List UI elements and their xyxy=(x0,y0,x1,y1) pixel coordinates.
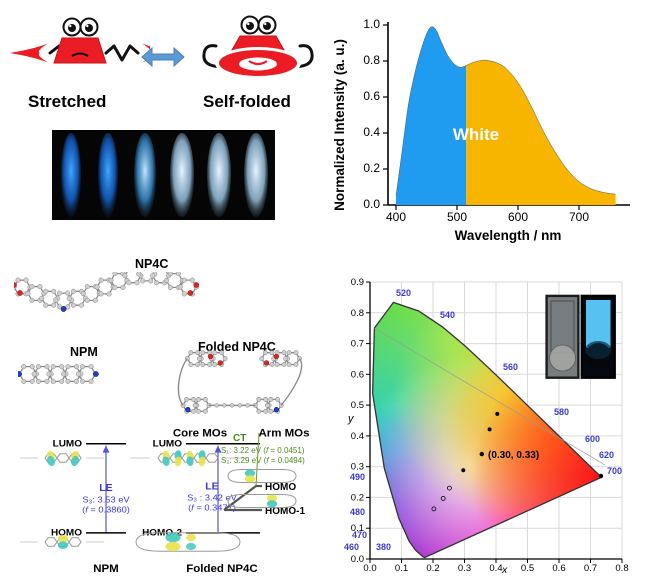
svg-text:600: 600 xyxy=(585,434,600,444)
svg-text:0.4: 0.4 xyxy=(363,125,380,139)
svg-text:0.6: 0.6 xyxy=(363,89,380,103)
svg-text:700: 700 xyxy=(607,466,622,476)
svg-text:S₂: 3.29 eV (f = 0.0494): S₂: 3.29 eV (f = 0.0494) xyxy=(221,456,305,465)
svg-text:0.4: 0.4 xyxy=(489,563,502,574)
svg-text:520: 520 xyxy=(396,288,411,298)
svg-text:400: 400 xyxy=(386,210,406,224)
svg-text:560: 560 xyxy=(503,362,518,372)
svg-text:0.2: 0.2 xyxy=(351,492,364,503)
svg-text:0.6: 0.6 xyxy=(552,563,565,574)
svg-text:580: 580 xyxy=(554,407,569,417)
svg-text:0.7: 0.7 xyxy=(351,339,364,350)
svg-text:Wavelength / nm: Wavelength / nm xyxy=(455,228,562,243)
svg-text:CT: CT xyxy=(233,433,246,444)
svg-text:540: 540 xyxy=(440,310,455,320)
svg-text:380: 380 xyxy=(376,542,391,552)
svg-text:600: 600 xyxy=(508,210,528,224)
svg-text:0.2: 0.2 xyxy=(363,161,380,175)
svg-text:1.0: 1.0 xyxy=(363,17,380,31)
svg-text:0.8: 0.8 xyxy=(351,308,364,319)
svg-text:0.0: 0.0 xyxy=(351,554,364,565)
svg-text:Normalized Intensity (a. u.): Normalized Intensity (a. u.) xyxy=(332,39,347,211)
svg-text:480: 480 xyxy=(350,507,365,517)
svg-text:x: x xyxy=(501,564,508,576)
svg-text:0.5: 0.5 xyxy=(521,563,534,574)
svg-text:500: 500 xyxy=(447,210,467,224)
svg-text:490: 490 xyxy=(350,472,365,482)
svg-text:y: y xyxy=(347,413,355,425)
svg-text:0.9: 0.9 xyxy=(351,277,364,288)
svg-text:620: 620 xyxy=(599,450,614,460)
svg-text:0.0: 0.0 xyxy=(363,563,376,574)
svg-text:0.0: 0.0 xyxy=(363,197,380,211)
svg-text:0.4: 0.4 xyxy=(351,431,364,442)
svg-text:0.7: 0.7 xyxy=(584,563,597,574)
svg-text:0.8: 0.8 xyxy=(363,53,380,67)
svg-text:0.8: 0.8 xyxy=(615,563,628,574)
svg-text:0.3: 0.3 xyxy=(458,563,471,574)
svg-text:0.6: 0.6 xyxy=(351,369,364,380)
svg-text:700: 700 xyxy=(569,210,589,224)
svg-text:0.1: 0.1 xyxy=(395,563,408,574)
svg-text:470: 470 xyxy=(352,530,367,540)
svg-text:0.2: 0.2 xyxy=(426,563,439,574)
svg-text:S₁: 3.22 eV (f = 0.0451): S₁: 3.22 eV (f = 0.0451) xyxy=(221,446,305,455)
svg-text:460: 460 xyxy=(344,542,359,552)
svg-text:(0.30, 0.33): (0.30, 0.33) xyxy=(488,450,539,461)
svg-text:0.5: 0.5 xyxy=(351,400,364,411)
svg-text:White: White xyxy=(453,125,499,144)
